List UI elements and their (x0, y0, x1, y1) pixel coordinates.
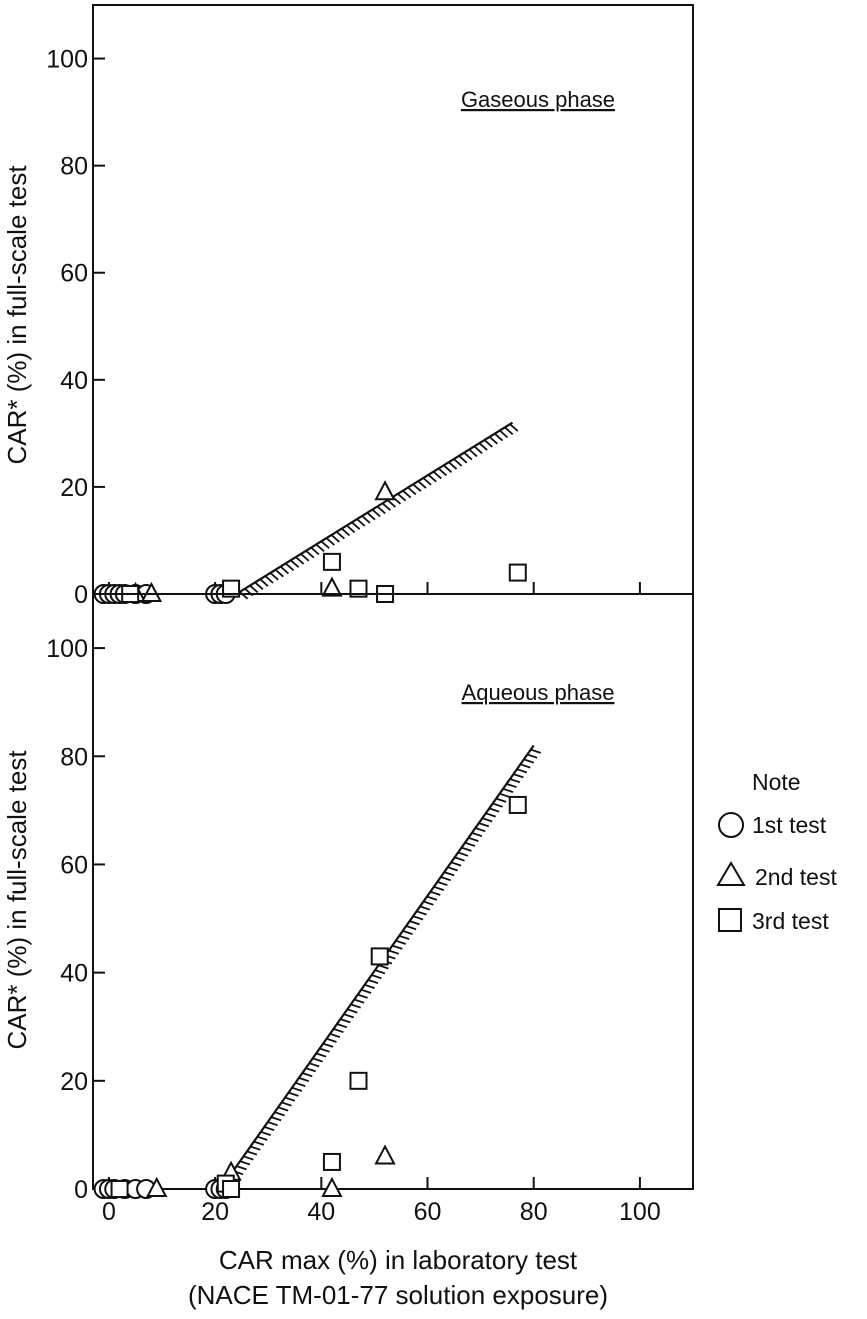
gaseous-phase-panel: 0 20 40 60 80 100 Gaseous phase (46, 4, 694, 609)
aqueous-triangle-point (321, 1176, 343, 1197)
gaseous-y-tick-label: 0 (74, 581, 88, 609)
x-tick-label: 100 (619, 1198, 661, 1226)
x-tick-label: 40 (307, 1198, 335, 1226)
aqueous-square-point (370, 947, 389, 966)
circle-marker-icon (718, 812, 744, 838)
aqueous-y-tick-label: 0 (74, 1176, 88, 1204)
x-tick-label: 60 (414, 1198, 442, 1226)
gaseous-trend-hatch (239, 423, 519, 600)
aqueous-y-tick-label: 80 (60, 743, 88, 771)
legend-item-3rd-test: 3rd test (718, 908, 829, 934)
gaseous-y-tick-label: 40 (60, 367, 88, 395)
aqueous-y-tick-label: 20 (60, 1068, 88, 1096)
x-tick-label: 20 (201, 1198, 229, 1226)
aqueous-phase-title: Aqueous phase (462, 680, 615, 705)
gaseous-triangle-point (140, 581, 163, 602)
gaseous-square-point (322, 552, 341, 571)
legend-item-2nd-test: 2nd test (716, 861, 837, 890)
legend-item-1st-test: 1st test (718, 812, 827, 838)
gaseous-phase-title: Gaseous phase (461, 87, 615, 112)
x-tick-label: 80 (520, 1198, 548, 1226)
aqueous-square-point (508, 795, 527, 814)
aqueous-square-point (110, 1180, 129, 1198)
x-axis-title-line2: (NACE TM-01-77 solution exposure) (188, 1280, 608, 1310)
aqueous-plot-frame (92, 593, 694, 1190)
gaseous-triangle-point (374, 480, 396, 501)
aqueous-triangle-point (146, 1176, 168, 1197)
gaseous-y-tick-label: 80 (60, 153, 88, 181)
aqueous-phase-panel: 0 20 40 60 80 100 0 20 40 60 80 100 Aqueous phase (46, 593, 694, 1226)
aqueous-y-tick-label: 60 (60, 851, 88, 879)
y-axis-title-top: CAR* (%) in full-scale test (2, 165, 32, 465)
aqueous-triangle-point (374, 1144, 396, 1165)
aqueous-square-point (222, 1180, 241, 1198)
x-tick-label: 0 (102, 1198, 116, 1226)
square-marker-icon (718, 908, 742, 932)
y-axis-title-bottom: CAR* (%) in full-scale test (2, 750, 32, 1050)
gaseous-square-point (508, 563, 527, 582)
x-axis-title: CAR max (%) in laboratory test (219, 1245, 578, 1275)
legend-label-2nd-test: 2nd test (755, 864, 837, 890)
legend-label-3rd-test: 3rd test (752, 908, 829, 934)
triangle-marker-icon (716, 861, 746, 886)
legend-title: Note (752, 769, 801, 795)
aqueous-y-tick-label: 40 (60, 960, 88, 988)
aqueous-y-tick-label: 100 (46, 635, 88, 663)
gaseous-y-tick-label: 20 (60, 474, 88, 502)
gaseous-square-point (349, 579, 368, 598)
gaseous-triangle-point (321, 576, 343, 597)
legend-label-1st-test: 1st test (752, 812, 827, 838)
gaseous-square-point (222, 579, 241, 598)
aqueous-trend-hatch (222, 748, 541, 1190)
aqueous-square-point (349, 1071, 368, 1090)
aqueous-trend-line (219, 744, 535, 1190)
gaseous-trend-line (235, 421, 514, 595)
legend: Note 1st test 2nd test 3rd test (716, 769, 837, 934)
gaseous-y-tick-label: 60 (60, 260, 88, 288)
gaseous-y-tick-label: 100 (46, 46, 88, 74)
aqueous-square-point (322, 1152, 341, 1171)
